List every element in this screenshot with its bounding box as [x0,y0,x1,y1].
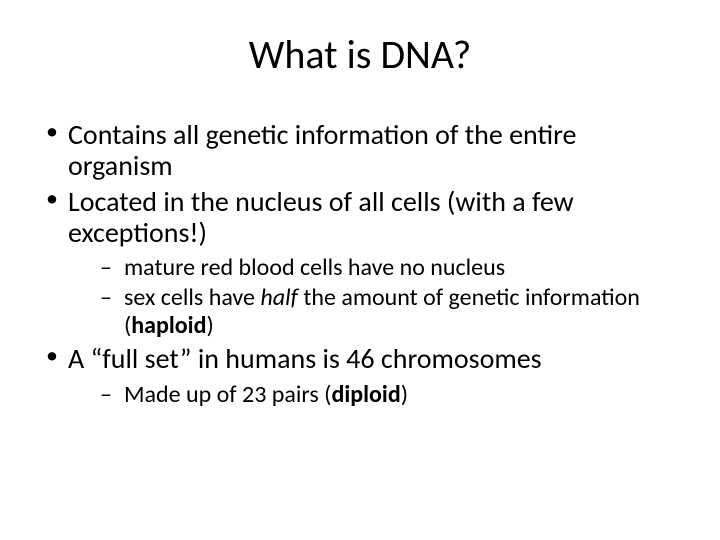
bullet-item: Located in the nucleus of all cells (wit… [40,186,680,340]
sub-bullet-item: sex cells have half the amount of geneti… [68,284,680,339]
slide-title: What is DNA? [40,30,680,79]
sub-bullet-text: mature red blood cells have no nucleus [124,253,505,282]
sub-bullet-text-bold: haploid [131,311,206,340]
sub-bullet-text-italic: half [260,283,298,312]
bullet-list: Contains all genetic information of the … [40,119,680,408]
sub-bullet-text-prefix: sex cells have [124,283,260,312]
sub-bullet-text-bold: diploid [331,380,400,409]
bullet-text: Contains all genetic information of the … [68,117,576,183]
sub-bullet-text-suffix: ) [401,380,408,409]
sub-bullet-list: Made up of 23 pairs (diploid) [68,381,680,409]
sub-bullet-item: Made up of 23 pairs (diploid) [68,381,680,409]
sub-bullet-item: mature red blood cells have no nucleus [68,254,680,282]
bullet-text: A “full set” in humans is 46 chromosomes [68,341,542,376]
slide: What is DNA? Contains all genetic inform… [0,0,720,540]
sub-bullet-list: mature red blood cells have no nucleus s… [68,254,680,339]
sub-bullet-text-prefix: Made up of 23 pairs ( [124,380,331,409]
bullet-item: A “full set” in humans is 46 chromosomes… [40,343,680,408]
bullet-item: Contains all genetic information of the … [40,119,680,182]
sub-bullet-text-suffix: ) [206,311,213,340]
bullet-text: Located in the nucleus of all cells (wit… [68,184,574,250]
